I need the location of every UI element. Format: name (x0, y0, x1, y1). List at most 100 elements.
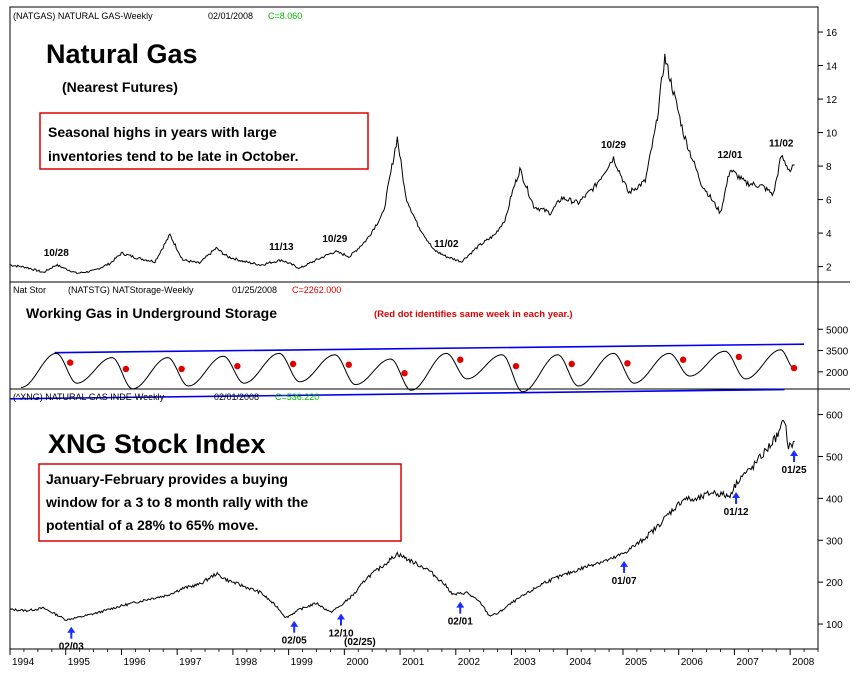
xng-annotation-label: 01/07 (612, 576, 637, 587)
storage-red-dot (735, 353, 743, 361)
storage-upper-trend-line (54, 343, 805, 354)
xng-annotation-label: 12/10 (328, 629, 353, 640)
xng-note-box (38, 463, 402, 542)
natgas-header-date: 02/01/2008 (208, 11, 253, 21)
natgas-panel: (NATGAS) NATURAL GAS-Weekly 02/01/2008 C… (10, 11, 838, 275)
natgas-annotation-label: 12/01 (717, 150, 742, 161)
xng-extra-label: (02/25) (344, 637, 376, 648)
xng-series-path (9, 419, 795, 621)
xng-y-ticks: 100 200 300 400 500 600 (818, 411, 843, 631)
storage-red-dot (122, 365, 130, 373)
natgas-annotations: 10/28 11/13 10/29 11/02 10/29 12/01 11/02 (44, 138, 794, 259)
natgas-y-tick-label: 4 (826, 229, 832, 240)
natgas-y-tick-label: 14 (826, 62, 838, 73)
xng-title: XNG Stock Index (48, 429, 266, 459)
xng-annotation-label: 01/25 (782, 465, 807, 476)
xng-arrow-head (67, 626, 76, 633)
storage-red-dot (790, 364, 798, 372)
x-axis-tick-label: 2002 (458, 657, 481, 668)
xng-header-date: 02/01/2008 (214, 392, 259, 402)
x-axis-tick-label: 1996 (123, 657, 146, 668)
storage-red-dot (679, 356, 687, 363)
x-axis-tick-label: 1994 (12, 657, 35, 668)
natgas-annotation-label: 11/02 (769, 138, 794, 149)
xng-y-tick-label: 400 (826, 494, 843, 505)
xng-annotations: 02/03 02/05 12/10 02/01 01/07 01/12 01/25 (59, 449, 807, 653)
storage-red-dot (457, 356, 464, 363)
natgas-annotation-label: 10/29 (601, 140, 626, 151)
xng-note-line-3: potential of a 28% to 65% move. (46, 517, 258, 533)
xng-y-tick-label: 600 (826, 411, 843, 422)
storage-panel: Nat Stor (NATSTG) NATStorage-Weekly 01/2… (9, 285, 849, 400)
xng-panel: (^XNG) NATURAL GAS INDE-Weekly 02/01/200… (9, 392, 843, 653)
storage-red-dot (512, 362, 520, 370)
chart-frame (9, 6, 819, 650)
xng-annotation-label: 02/01 (448, 617, 473, 628)
natgas-annotation-label: 10/28 (44, 248, 69, 259)
xng-arrow-head (456, 601, 465, 608)
natgas-y-tick-label: 12 (826, 95, 838, 106)
storage-y-ticks: 2000 3500 5000 (818, 325, 849, 379)
storage-title: Working Gas in Underground Storage (26, 305, 277, 321)
xng-annotation-label: 01/12 (724, 507, 749, 518)
natgas-annotation-label: 11/02 (434, 239, 459, 250)
natgas-y-ticks: 2 4 6 8 10 12 14 16 (818, 28, 838, 274)
natgas-price-line (10, 53, 795, 275)
xng-arrow-head (732, 492, 741, 499)
natgas-annotation-label: 10/29 (322, 234, 347, 245)
x-axis-tick-label: 1995 (68, 657, 91, 668)
x-axis-tick-label: 2007 (736, 657, 759, 668)
storage-red-dots (66, 353, 798, 377)
x-axis: 1994 1995 1996 1997 1998 1999 2000 2001 2002 2003… (9, 648, 819, 668)
storage-y-tick-label: 2000 (826, 368, 849, 379)
x-axis-tick-label: 2006 (681, 657, 704, 668)
x-axis-tick-label: 1998 (235, 657, 258, 668)
natgas-y-tick-label: 16 (826, 28, 838, 39)
storage-red-dot (289, 360, 297, 368)
storage-lower-trend-line (9, 388, 785, 400)
natgas-y-tick-label: 8 (826, 162, 832, 173)
storage-red-dot (66, 359, 74, 366)
storage-red-dot (568, 360, 575, 368)
x-axis-tick-label: 1997 (179, 657, 202, 668)
x-axis-tick-label: 2003 (514, 657, 537, 668)
storage-red-dot (178, 365, 185, 373)
natgas-subtitle: (Nearest Futures) (62, 79, 178, 95)
xng-y-tick-label: 100 (826, 620, 843, 631)
storage-red-dot (345, 361, 353, 368)
storage-header-symbol: (NATSTG) NATStorage-Weekly (68, 285, 194, 295)
xng-arrow-head (290, 620, 299, 627)
x-axis-tick-label: 2008 (792, 657, 815, 668)
storage-header-name: Nat Stor (13, 285, 46, 295)
xng-price-line (9, 419, 795, 621)
xng-annotation-label: 02/03 (59, 642, 84, 653)
x-axis-tick-label: 2004 (569, 657, 592, 668)
xng-y-tick-label: 500 (826, 452, 843, 463)
xng-note-line-1: January-February provides a buying (46, 471, 288, 487)
x-axis-tick-label: 2005 (625, 657, 648, 668)
x-axis-tick-label: 1999 (291, 657, 314, 668)
natgas-header-close: C=8.060 (268, 11, 302, 21)
x-axis-tick-label: 2001 (402, 657, 425, 668)
xng-arrow-head (620, 560, 629, 567)
natgas-title: Natural Gas (46, 39, 198, 69)
xng-arrow-head (337, 613, 346, 620)
storage-note: (Red dot identifies same week in each ye… (374, 309, 573, 320)
natgas-series-path (10, 53, 795, 275)
xng-y-tick-label: 300 (826, 536, 843, 547)
storage-header-date: 01/25/2008 (232, 285, 277, 295)
xng-header-symbol: (^XNG) NATURAL GAS INDE-Weekly (13, 392, 165, 402)
storage-red-dot (234, 362, 241, 370)
storage-header-close: C=2262.000 (292, 285, 341, 295)
xng-y-tick-label: 200 (826, 578, 843, 589)
natgas-header-symbol: (NATGAS) NATURAL GAS-Weekly (13, 11, 153, 21)
natgas-note-line-1: Seasonal highs in years with large (48, 124, 277, 140)
natgas-y-tick-label: 10 (826, 129, 838, 140)
storage-line (21, 349, 795, 393)
storage-red-dot (401, 370, 408, 377)
storage-y-tick-label: 5000 (826, 325, 849, 336)
storage-trend-lines (9, 343, 805, 400)
natgas-note-line-2: inventories tend to be late in October. (48, 148, 299, 164)
xng-arrow-head (790, 449, 799, 456)
xng-annotation-label: 02/05 (282, 636, 307, 647)
